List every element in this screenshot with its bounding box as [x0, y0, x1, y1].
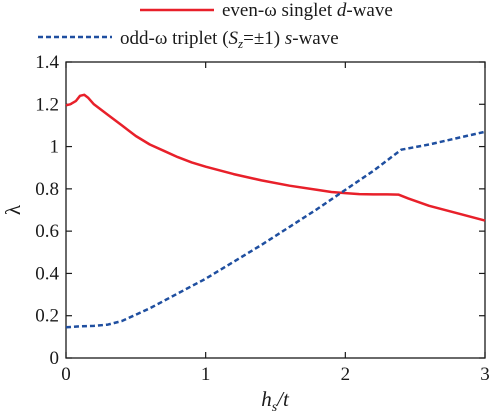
legend-label-odd: odd-ω triplet (Sz=±1) s-wave [120, 28, 339, 51]
y-axis-label: λ [1, 204, 25, 215]
x-axis-label: hs/t [261, 387, 290, 415]
legend-label-even: even-ω singlet d-wave [222, 0, 393, 21]
x-tick-label-1: 1 [201, 364, 211, 385]
axis-ticks [65, 61, 486, 359]
y-tick-label-7: 1.4 [35, 52, 59, 73]
plot-frame [65, 61, 486, 359]
legend: even-ω singlet d-wave odd-ω triplet (Sz=… [38, 0, 393, 51]
series-line-odd-triplet [65, 130, 486, 329]
y-tick-label-1: 0.2 [35, 306, 59, 327]
series-layer [65, 93, 486, 329]
y-tick-label-2: 0.4 [35, 263, 59, 284]
x-tick-label-2: 2 [341, 364, 351, 385]
y-tick-label-5: 1 [50, 137, 60, 158]
y-tick-label-6: 1.2 [35, 94, 59, 115]
series-line-even-singlet [65, 93, 486, 222]
y-tick-label-0: 0 [50, 348, 60, 369]
y-tick-label-4: 0.8 [35, 179, 59, 200]
x-tick-label-0: 0 [61, 364, 71, 385]
x-tick-label-3: 3 [480, 364, 490, 385]
axis-tick-labels: 0 1 2 3 0 0.2 0.4 0.6 0.8 1 1.2 1.4 [35, 52, 490, 385]
y-tick-label-3: 0.6 [35, 221, 59, 242]
